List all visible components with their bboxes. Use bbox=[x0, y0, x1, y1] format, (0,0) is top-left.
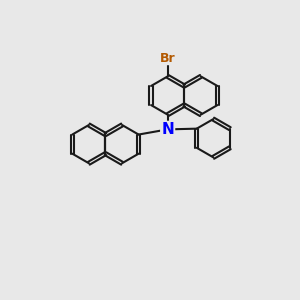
Text: N: N bbox=[161, 122, 174, 137]
Text: Br: Br bbox=[160, 52, 176, 65]
